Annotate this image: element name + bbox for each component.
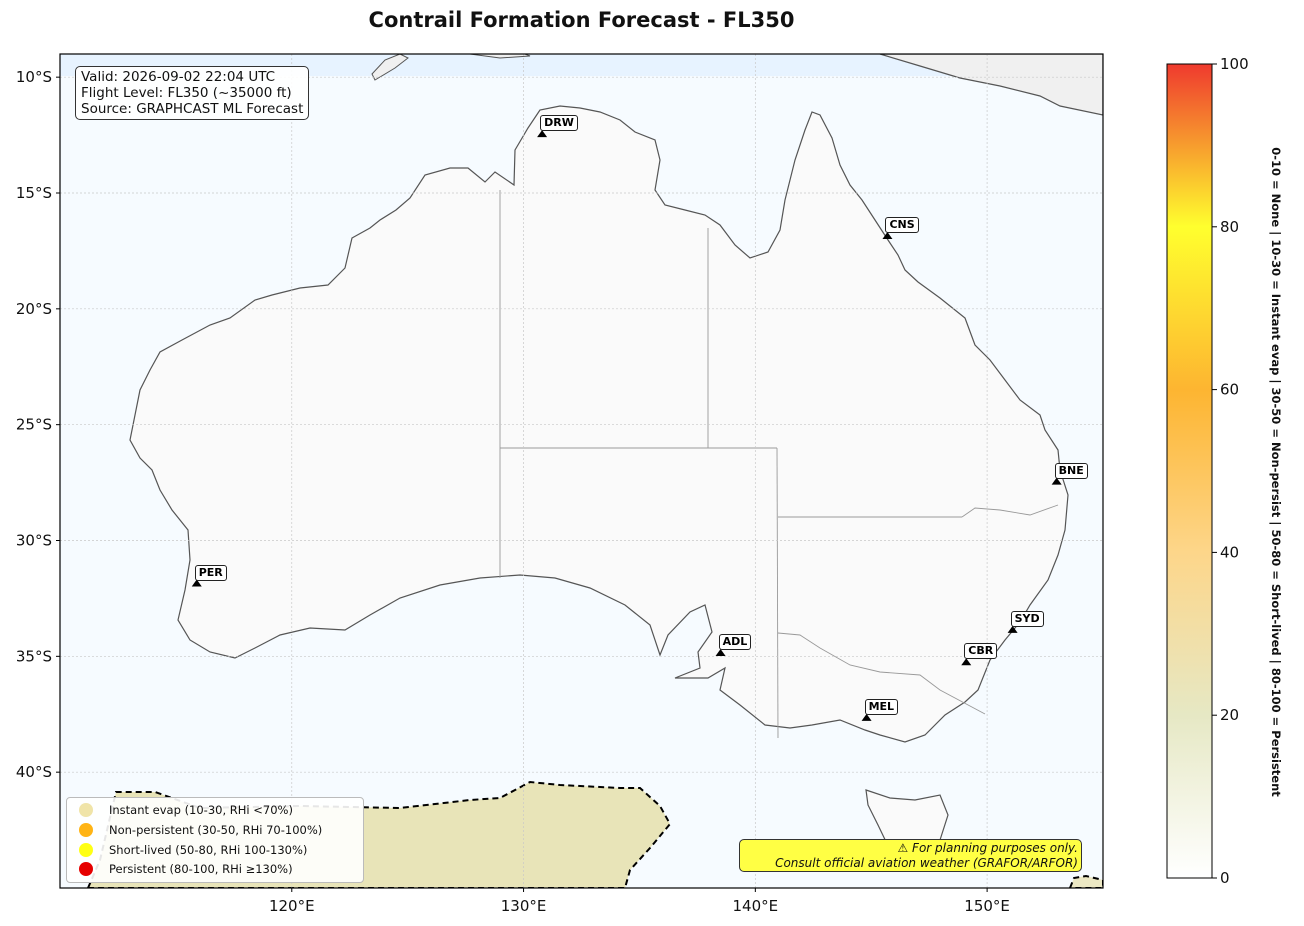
- legend-dot-icon: [79, 803, 93, 817]
- city-marker-icon: [1007, 625, 1018, 633]
- map-frame: [59, 53, 1104, 889]
- disclaimer-line-1: ⚠ For planning purposes only.: [897, 841, 1078, 855]
- lat-tick-label: 30°S: [16, 532, 52, 550]
- legend-dot-icon: [79, 843, 93, 857]
- contrail-region-southeast: [1068, 874, 1103, 888]
- city-label-adl: ADL: [718, 634, 752, 651]
- colorbar-tick-label: 100: [1220, 55, 1249, 73]
- colorbar-tick-label: 20: [1220, 706, 1239, 724]
- legend-item-short-lived: Short-lived (50-80, RHi 100-130%): [79, 841, 307, 859]
- colorbar: [1166, 63, 1213, 879]
- legend-dot-icon: [79, 862, 93, 876]
- city-label-drw: DRW: [540, 115, 578, 132]
- new-guinea-coast: [879, 54, 1103, 116]
- city-label-per: PER: [194, 564, 227, 581]
- colorbar-tick-label: 0: [1220, 869, 1230, 887]
- lon-tick-label: 120°E: [269, 897, 315, 915]
- state-borders: [499, 190, 1059, 739]
- data-source: Source: GRAPHCAST ML Forecast: [81, 101, 304, 117]
- legend-item-non-persistent: Non-persistent (30-50, RHi 70-100%): [79, 821, 322, 839]
- city-label-cns: CNS: [885, 217, 919, 234]
- lat-tick-label: 10°S: [16, 68, 52, 86]
- city-marker-icon: [961, 658, 972, 666]
- legend-label: Instant evap (10-30, RHi <70%): [109, 803, 293, 817]
- city-marker-icon: [861, 713, 872, 721]
- flight-level: Flight Level: FL350 (~35000 ft): [81, 85, 292, 101]
- city-label-cbr: CBR: [964, 643, 998, 660]
- city-markers: [191, 130, 1062, 721]
- colorbar-ticks: 0 20 40 60 80 100: [1212, 55, 1249, 887]
- legend-dot-icon: [79, 823, 93, 837]
- island-north: [371, 54, 409, 81]
- gridlines: [60, 54, 1103, 888]
- legend-item-instant-evap: Instant evap (10-30, RHi <70%): [79, 801, 293, 819]
- lat-tick-label: 15°S: [16, 184, 52, 202]
- lat-tick-label: 20°S: [16, 300, 52, 318]
- legend-label: Persistent (80-100, RHi ≥130%): [109, 862, 293, 876]
- legend-label: Short-lived (50-80, RHi 100-130%): [109, 843, 308, 857]
- lon-ticks: 120°E 130°E 140°E 150°E: [269, 888, 1010, 915]
- lat-tick-label: 35°S: [16, 647, 52, 665]
- colorbar-label-wrap: 0-10 = None | 10-30 = Instant evap | 30-…: [1269, 66, 1300, 878]
- city-marker-icon: [1051, 477, 1062, 485]
- city-marker-icon: [715, 649, 726, 657]
- legend-item-persistent: Persistent (80-100, RHi ≥130%): [79, 860, 293, 878]
- legend-label: Non-persistent (30-50, RHi 70-100%): [109, 823, 323, 837]
- city-label-bne: BNE: [1054, 462, 1088, 479]
- city-label-mel: MEL: [864, 698, 899, 715]
- info-box: Valid: 2026-09-02 22:04 UTC Flight Level…: [75, 66, 310, 120]
- colorbar-tick-label: 60: [1220, 381, 1239, 399]
- disclaimer-box: ⚠ For planning purposes only. Consult of…: [739, 839, 1082, 872]
- valid-time: Valid: 2026-09-02 22:04 UTC: [81, 69, 276, 85]
- lon-tick-label: 140°E: [733, 897, 779, 915]
- lon-tick-label: 150°E: [964, 897, 1010, 915]
- disclaimer-line-2: Consult official aviation weather (GRAFO…: [775, 856, 1078, 870]
- colorbar-tick-label: 80: [1220, 218, 1239, 236]
- city-marker-icon: [537, 130, 548, 138]
- city-marker-icon: [882, 232, 893, 240]
- australia-mainland: [129, 105, 1069, 743]
- lat-tick-label: 25°S: [16, 416, 52, 434]
- north-band: [60, 54, 1103, 76]
- colorbar-tick-label: 40: [1220, 543, 1239, 561]
- colorbar-label: 0-10 = None | 10-30 = Instant evap | 30-…: [1269, 147, 1283, 797]
- city-label-syd: SYD: [1010, 610, 1044, 627]
- city-marker-icon: [191, 579, 202, 587]
- legend: Instant evap (10-30, RHi <70%) Non-persi…: [66, 797, 364, 883]
- island-north-2: [469, 54, 531, 59]
- lat-tick-label: 40°S: [16, 763, 52, 781]
- chart-title: Contrail Formation Forecast - FL350: [368, 8, 795, 32]
- lat-ticks: 10°S 15°S 20°S 25°S 30°S 35°S 40°S: [16, 68, 60, 781]
- lon-tick-label: 130°E: [501, 897, 547, 915]
